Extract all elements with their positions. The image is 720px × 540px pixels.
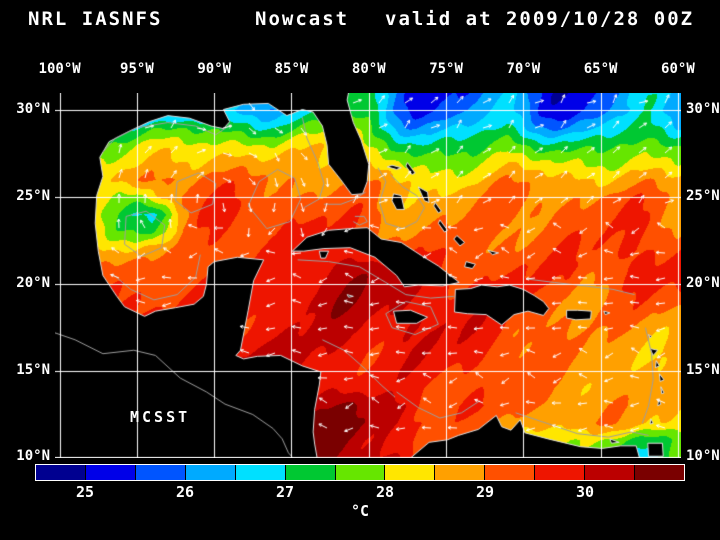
lat-tick-label-right: 30°N	[686, 101, 720, 118]
lat-tick-label-right: 10°N	[686, 448, 720, 464]
lat-tick-label-left: 25°N	[16, 188, 50, 205]
lat-tick-label-left: 20°N	[16, 275, 50, 292]
colorbar-segment	[535, 465, 585, 480]
sst-map-canvas	[55, 93, 681, 458]
colorbar-segment	[485, 465, 535, 480]
colorbar-segment	[235, 465, 285, 480]
title-model: NRL IASNFS	[28, 8, 163, 30]
lon-tick-label: 60°W	[661, 61, 695, 77]
lon-tick-label: 95°W	[120, 61, 154, 77]
lat-tick-label-right: 15°N	[686, 362, 720, 379]
lon-tick-label: 100°W	[38, 61, 81, 77]
lon-tick-label: 75°W	[429, 61, 463, 77]
mcsst-annotation: MCSST	[130, 408, 191, 426]
lon-tick-label: 90°W	[197, 61, 232, 77]
colorbar-tick-label: 25	[75, 483, 95, 501]
lat-tick-label-left: 30°N	[16, 101, 50, 118]
colorbar-tick-label: 28	[375, 483, 395, 501]
lon-tick-label: 65°W	[583, 61, 618, 77]
lon-tick-label: 85°W	[274, 61, 309, 77]
colorbar-tick-label: 30	[575, 483, 595, 501]
colorbar-tick-label: 26	[175, 483, 195, 501]
lon-tick-label: 80°W	[351, 61, 386, 77]
title-product: Nowcast	[255, 8, 350, 30]
colorbar-segment	[335, 465, 385, 480]
lat-tick-label-left: 15°N	[16, 362, 50, 379]
lat-tick-label-right: 25°N	[686, 188, 720, 205]
colorbar-segment	[185, 465, 235, 480]
colorbar-unit-label: °C	[350, 502, 370, 520]
colorbar-segment	[36, 465, 85, 480]
title-valid-time: valid at 2009/10/28 00Z	[385, 8, 695, 30]
colorbar-segment	[585, 465, 635, 480]
colorbar-segment	[85, 465, 135, 480]
colorbar-tick-label: 27	[275, 483, 295, 501]
colorbar	[35, 464, 685, 481]
lat-tick-label-right: 20°N	[686, 275, 720, 292]
colorbar-segment	[135, 465, 185, 480]
colorbar-tick-label: 29	[475, 483, 495, 501]
colorbar-segment	[285, 465, 335, 480]
colorbar-segment	[385, 465, 435, 480]
lon-tick-label: 70°W	[506, 61, 541, 77]
colorbar-segment	[635, 465, 684, 480]
colorbar-segment	[435, 465, 485, 480]
lat-tick-label-left: 10°N	[16, 448, 50, 464]
